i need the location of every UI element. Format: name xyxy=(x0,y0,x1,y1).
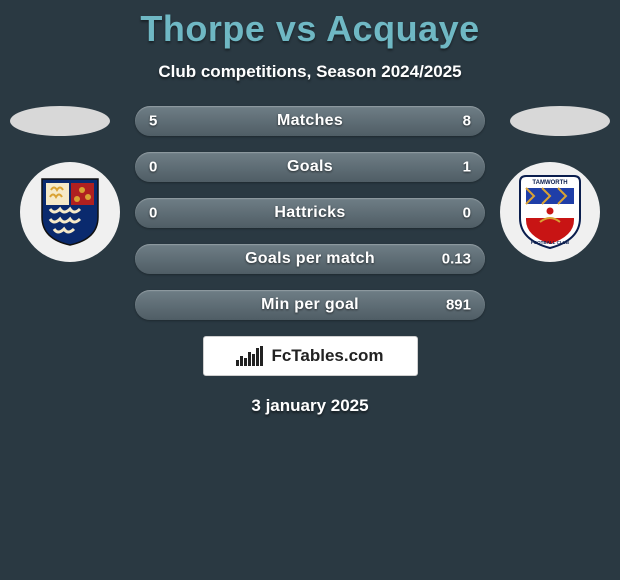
stat-value-right: 8 xyxy=(463,113,471,130)
stat-value-right: 0.13 xyxy=(442,251,471,268)
stat-value-right: 0 xyxy=(463,205,471,222)
crest-circle-right: TAMWORTH FOOTBALL CLUB xyxy=(500,162,600,262)
stat-label: Min per goal xyxy=(261,296,359,314)
crest-text-bottom: FOOTBALL CLUB xyxy=(531,240,570,245)
stat-label: Matches xyxy=(277,112,343,130)
club-crest-right: TAMWORTH FOOTBALL CLUB xyxy=(500,162,600,262)
stat-rows: 5 Matches 8 0 Goals 1 0 Hattricks 0 Goal… xyxy=(135,106,485,320)
stat-row: Min per goal 891 xyxy=(135,290,485,320)
club-crest-left xyxy=(20,162,120,262)
shield-icon xyxy=(40,177,100,247)
stat-value-left: 0 xyxy=(149,205,157,222)
crest-circle-left xyxy=(20,162,120,262)
page-title: Thorpe vs Acquaye xyxy=(0,0,620,50)
stat-value-right: 891 xyxy=(446,297,471,314)
player-photo-left xyxy=(10,106,110,136)
branding-text: FcTables.com xyxy=(271,346,383,366)
stat-label: Hattricks xyxy=(274,204,345,222)
date-label: 3 january 2025 xyxy=(0,396,620,416)
stat-row: Goals per match 0.13 xyxy=(135,244,485,274)
stat-value-right: 1 xyxy=(463,159,471,176)
stat-value-left: 0 xyxy=(149,159,157,176)
shield-icon: TAMWORTH FOOTBALL CLUB xyxy=(516,174,584,250)
stat-row: 0 Hattricks 0 xyxy=(135,198,485,228)
stat-row: 5 Matches 8 xyxy=(135,106,485,136)
stat-label: Goals xyxy=(287,158,333,176)
stat-label: Goals per match xyxy=(245,250,375,268)
crest-text-top: TAMWORTH xyxy=(532,180,567,186)
bars-icon xyxy=(236,346,263,366)
subtitle: Club competitions, Season 2024/2025 xyxy=(0,62,620,82)
stat-value-left: 5 xyxy=(149,113,157,130)
branding-badge: FcTables.com xyxy=(203,336,418,376)
player-photo-right xyxy=(510,106,610,136)
stat-row: 0 Goals 1 xyxy=(135,152,485,182)
comparison-panel: TAMWORTH FOOTBALL CLUB 5 Matches 8 0 Goa… xyxy=(0,106,620,416)
